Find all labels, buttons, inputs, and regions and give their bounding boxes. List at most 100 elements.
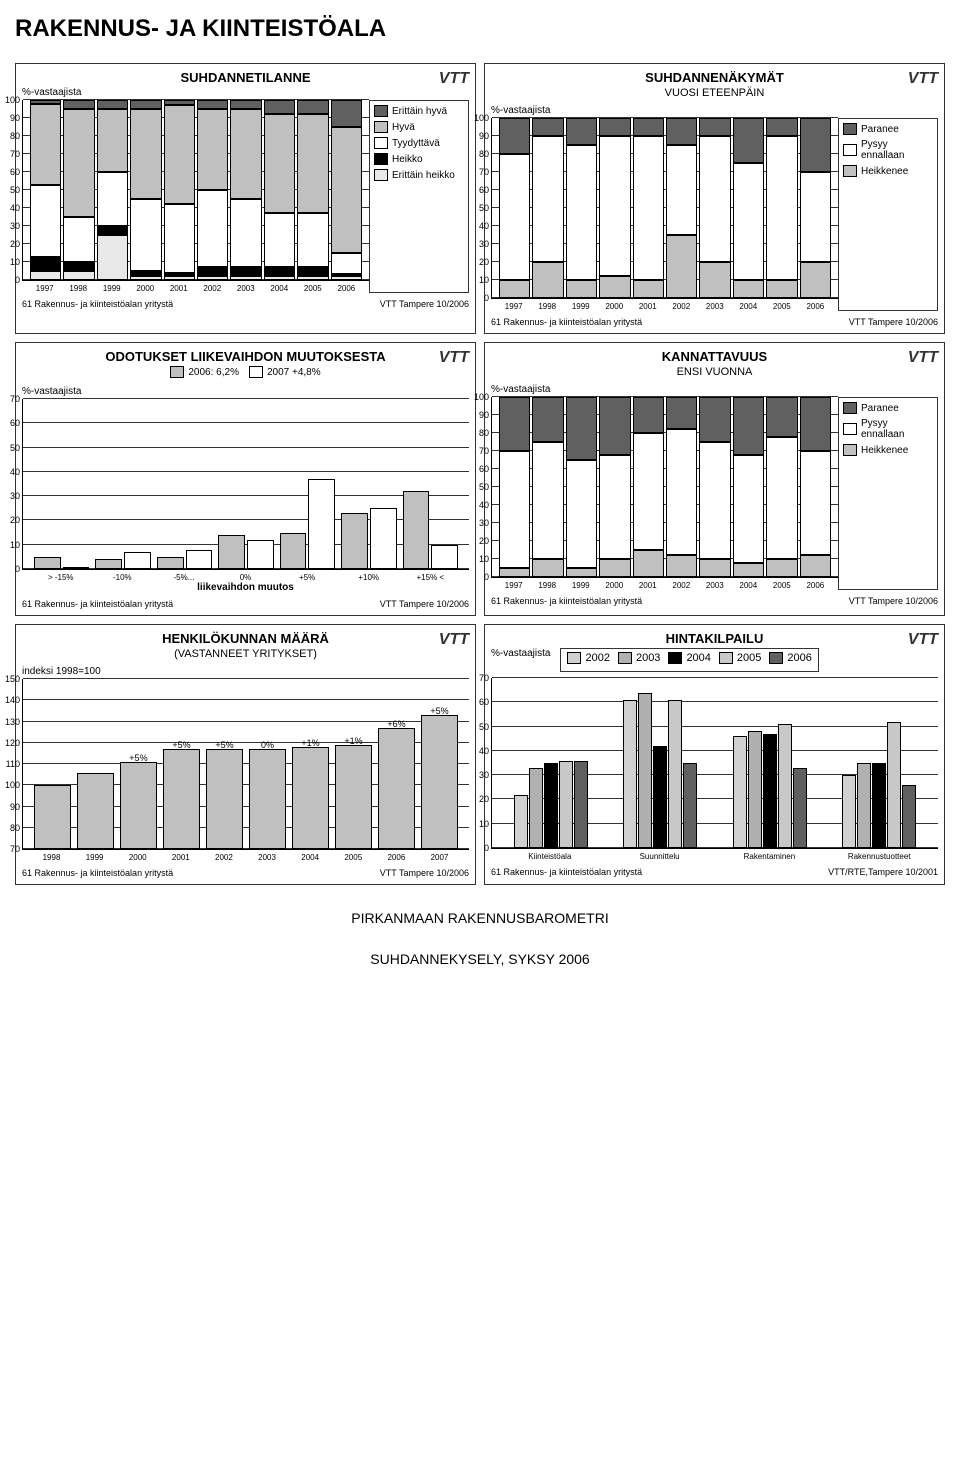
bar-column xyxy=(666,397,697,577)
bar-column xyxy=(164,100,195,280)
bar-column xyxy=(666,118,697,298)
legend: ParaneePysyy ennallaanHeikkenee xyxy=(838,397,938,590)
bar-group xyxy=(32,399,91,569)
footnote-right: VTT Tampere 10/2006 xyxy=(380,599,469,609)
bar xyxy=(77,773,114,850)
legend: Erittäin hyväHyväTyydyttäväHeikkoErittäi… xyxy=(369,100,469,293)
bar-column xyxy=(499,118,530,298)
legend: 20022003200420052006 xyxy=(560,648,818,672)
bar-column xyxy=(699,397,730,577)
chart-title: SUHDANNENÄKYMÄT xyxy=(491,70,938,85)
bar-column xyxy=(63,100,94,280)
footnote-right: VTT Tampere 10/2006 xyxy=(849,317,938,327)
x-label: liikevaihdon muutos xyxy=(22,582,469,593)
chart-hintakilpailu: HINTAKILPAILU VTT %-vastaajista 20022003… xyxy=(484,624,945,885)
vtt-logo: VTT xyxy=(908,631,938,649)
chart-subtitle: (VASTANNEET YRITYKSET) xyxy=(22,648,469,660)
bar-group xyxy=(830,678,930,848)
bar-group xyxy=(339,399,398,569)
y-label: %-vastaajista xyxy=(491,648,550,659)
bar-column xyxy=(766,118,797,298)
bar-column xyxy=(499,397,530,577)
vtt-logo: VTT xyxy=(908,349,938,367)
bar-column xyxy=(30,100,61,280)
legend: 2006: 6,2%2007 +4,8% xyxy=(22,366,469,382)
bar-column xyxy=(800,397,831,577)
bar-column xyxy=(297,100,328,280)
chart-title: HINTAKILPAILU xyxy=(491,631,938,646)
bar-column xyxy=(566,397,597,577)
bar: +5% xyxy=(120,762,157,849)
plot-area: 708090100110120130140150+5%+5%+5%0%+1%+1… xyxy=(22,679,469,850)
bar-column xyxy=(130,100,161,280)
chart-suhdannenakymat: SUHDANNENÄKYMÄT VUOSI ETEENPÄIN VTT %-va… xyxy=(484,63,945,334)
bar: +5% xyxy=(206,749,243,849)
bar-column xyxy=(264,100,295,280)
bar-column xyxy=(532,118,563,298)
bar xyxy=(34,785,71,849)
bar-group xyxy=(720,678,820,848)
bar: 0% xyxy=(249,749,286,849)
chart-kannattavuus: KANNATTAVUUS ENSI VUONNA VTT %-vastaajis… xyxy=(484,342,945,616)
chart-title: SUHDANNETILANNE xyxy=(22,70,469,85)
plot-area: 010203040506070 xyxy=(22,399,469,570)
footnote-left: 61 Rakennus- ja kiinteistöalan yritystä xyxy=(22,868,173,878)
y-label: indeksi 1998=100 xyxy=(22,666,469,677)
y-label: %-vastaajista xyxy=(22,87,469,98)
bar-column xyxy=(599,397,630,577)
footnote-left: 61 Rakennus- ja kiinteistöalan yritystä xyxy=(22,299,173,309)
footnote-right: VTT Tampere 10/2006 xyxy=(380,299,469,309)
chart-subtitle: ENSI VUONNA xyxy=(491,366,938,378)
plot-area: 0102030405060708090100 xyxy=(491,118,838,299)
bar-group xyxy=(501,678,601,848)
footnote-left: 61 Rakennus- ja kiinteistöalan yritystä xyxy=(491,596,642,606)
vtt-logo: VTT xyxy=(439,631,469,649)
chart-subtitle: VUOSI ETEENPÄIN xyxy=(491,87,938,99)
chart-henkilokunta: HENKILÖKUNNAN MÄÄRÄ (VASTANNEET YRITYKSE… xyxy=(15,624,476,885)
bar-column xyxy=(331,100,362,280)
bar: +1% xyxy=(292,747,329,849)
bar-column xyxy=(599,118,630,298)
vtt-logo: VTT xyxy=(908,70,938,88)
chart-title: HENKILÖKUNNAN MÄÄRÄ xyxy=(22,631,469,646)
bar-column xyxy=(230,100,261,280)
chart-title: KANNATTAVUUS xyxy=(491,349,938,364)
bar-column xyxy=(733,118,764,298)
page-footer: PIRKANMAAN RAKENNUSBAROMETRI xyxy=(15,910,945,926)
bar: +5% xyxy=(421,715,458,849)
bar-column xyxy=(766,397,797,577)
vtt-logo: VTT xyxy=(439,70,469,88)
bar: +1% xyxy=(335,745,372,849)
y-label: %-vastaajista xyxy=(491,105,938,116)
bar-group xyxy=(216,399,275,569)
bar-column xyxy=(699,118,730,298)
bar-column xyxy=(633,118,664,298)
bar: +5% xyxy=(163,749,200,849)
bar-group xyxy=(155,399,214,569)
footnote-left: 61 Rakennus- ja kiinteistöalan yritystä xyxy=(22,599,173,609)
footnote-right: VTT Tampere 10/2006 xyxy=(849,596,938,606)
bar-group xyxy=(610,678,710,848)
y-label: %-vastaajista xyxy=(22,386,469,397)
bar-column xyxy=(197,100,228,280)
page-title: RAKENNUS- JA KIINTEISTÖALA xyxy=(15,15,945,43)
footnote-right: VTT Tampere 10/2006 xyxy=(380,868,469,878)
bar-group xyxy=(278,399,337,569)
bar-group xyxy=(401,399,460,569)
bar-group xyxy=(93,399,152,569)
bar-column xyxy=(97,100,128,280)
legend: ParaneePysyy ennallaanHeikkenee xyxy=(838,118,938,311)
bar-column xyxy=(532,397,563,577)
vtt-logo: VTT xyxy=(439,349,469,367)
plot-area: 010203040506070 xyxy=(491,678,938,849)
bar-column xyxy=(633,397,664,577)
chart-title: ODOTUKSET LIIKEVAIHDON MUUTOKSESTA xyxy=(22,349,469,364)
bar-column xyxy=(800,118,831,298)
bar-column xyxy=(566,118,597,298)
chart-odotukset: ODOTUKSET LIIKEVAIHDON MUUTOKSESTA VTT 2… xyxy=(15,342,476,616)
chart-suhdannetilanne: SUHDANNETILANNE VTT %-vastaajista 010203… xyxy=(15,63,476,334)
page-footer: SUHDANNEKYSELY, SYKSY 2006 xyxy=(15,951,945,967)
footnote-right: VTT/RTE,Tampere 10/2001 xyxy=(828,867,938,877)
plot-area: 0102030405060708090100 xyxy=(22,100,369,281)
footnote-left: 61 Rakennus- ja kiinteistöalan yritystä xyxy=(491,317,642,327)
